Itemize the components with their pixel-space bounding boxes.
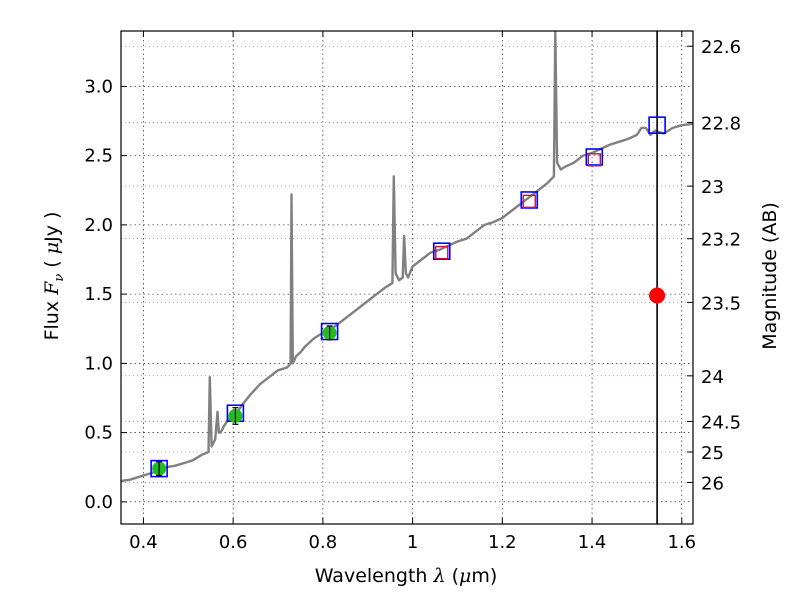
x-axis-label-unit-open: (: [446, 565, 459, 587]
plot-frame: [120, 30, 694, 525]
photometry-square-blue: [150, 459, 168, 478]
x-axis-label-unit-rest: m): [471, 565, 497, 587]
magnitude-tick-label: 22.6: [701, 37, 741, 58]
x-axis-label-prefix: Wavelength: [315, 565, 434, 587]
magnitude-tick-label: 26: [701, 473, 724, 494]
magnitude-tick-label: 24: [701, 367, 724, 388]
y-tick-label: 2.5: [84, 146, 113, 167]
magnitude-grid-layer: [121, 45, 693, 483]
x-tick-label: 0.4: [129, 532, 158, 553]
model-square-red: [522, 194, 536, 209]
y-axis-label-prefix: Flux: [41, 295, 63, 341]
x-axis-label-unit-symbol: μ: [459, 565, 471, 587]
y-axis-label-symbol: F: [41, 281, 63, 296]
y-axis-label-subscript: ν: [52, 274, 67, 282]
magnitude-tick-label: 23: [701, 177, 724, 198]
y-axis-label-unit-open: (: [41, 254, 63, 274]
y-axis-label-unit-symbol: μ: [41, 242, 63, 254]
magnitude-tick-label: 23.5: [701, 293, 741, 314]
model-square-red: [587, 153, 602, 167]
x-tick-label: 0.8: [309, 532, 338, 553]
photometry-square-blue: [585, 148, 604, 166]
measured-point-red: [649, 287, 666, 304]
y-tick-label: 0.5: [84, 423, 113, 444]
x-axis-label: Wavelength λ (μm): [315, 565, 498, 587]
plot-area: [121, 31, 693, 524]
magnitude-tick-label: 24.5: [701, 413, 741, 434]
photometry-square-blue: [648, 116, 666, 134]
x-tick-label: 1: [407, 532, 418, 553]
magnitude-tick-label: 25: [701, 443, 724, 464]
magnitude-tick-label: 23.2: [701, 230, 741, 251]
y-axis-label: Flux Fν ( μJy ): [41, 212, 67, 341]
x-tick-label: 0.6: [219, 532, 248, 553]
x-axis-label-symbol: λ: [432, 565, 445, 587]
y-tick-label: 3.0: [84, 76, 113, 97]
magnitude-axis-label: Magnitude (AB): [759, 202, 781, 350]
y-axis-ticks: 0.0 0.5 1.0 1.5 2.0 2.5 3.0: [84, 76, 127, 513]
y-tick-label: 1.0: [84, 353, 113, 374]
spectrum-line: [121, 31, 693, 483]
magnitude-axis-ticks: 22.6 22.8 23 23.2 23.5 24 24.5 25 26: [687, 37, 741, 494]
y-axis-label-unit-rest: Jy ): [41, 212, 63, 243]
x-tick-label: 1.2: [488, 532, 517, 553]
x-axis-ticks: 0.4 0.6 0.8 1 1.2 1.4 1.6: [129, 31, 696, 553]
y-tick-label: 1.5: [84, 284, 113, 305]
x-tick-label: 1.4: [578, 532, 607, 553]
magnitude-tick-label: 22.8: [701, 113, 741, 134]
y-tick-label: 0.0: [84, 492, 113, 513]
model-square-red: [435, 245, 449, 260]
x-tick-label: 1.6: [667, 532, 696, 553]
y-tick-label: 2.0: [84, 215, 113, 236]
